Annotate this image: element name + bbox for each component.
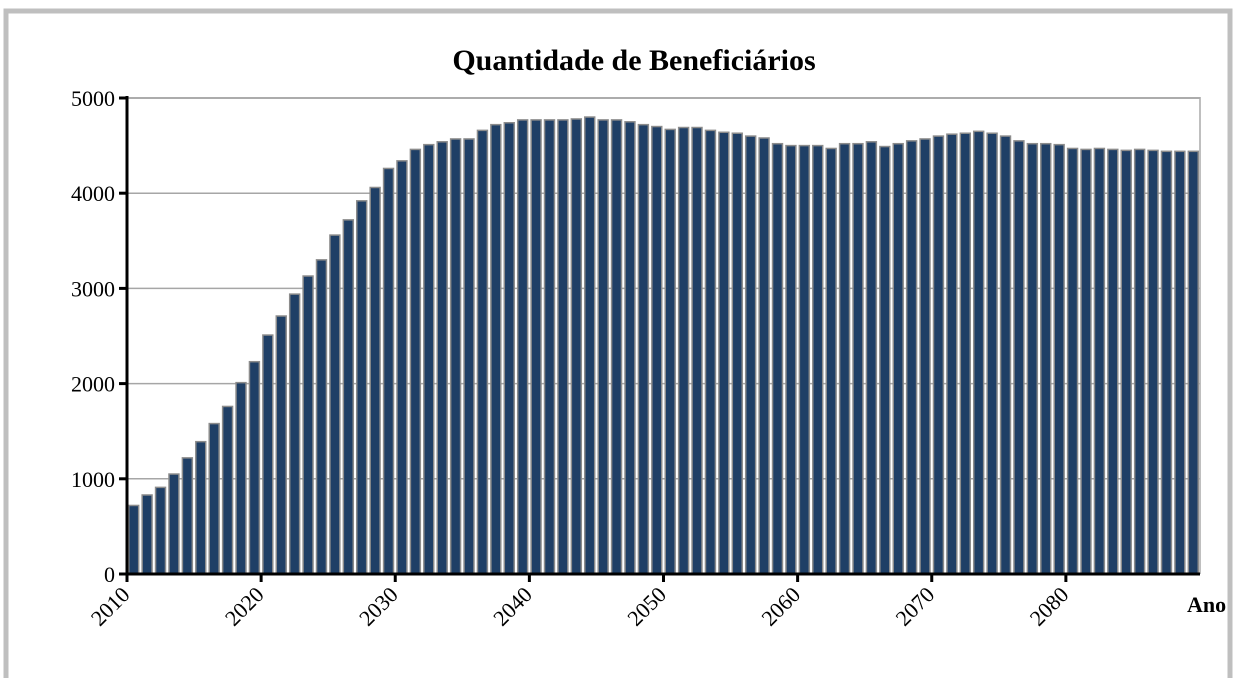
bar	[195, 440, 207, 575]
bar	[677, 126, 690, 575]
bar	[959, 132, 971, 575]
bar	[423, 143, 435, 575]
y-tick-label: 1000	[71, 467, 115, 492]
bar	[1133, 148, 1146, 575]
bar	[490, 123, 502, 575]
bar	[637, 123, 650, 575]
bar	[946, 133, 958, 575]
bar	[1120, 149, 1132, 575]
bar	[610, 119, 623, 575]
y-tick-label: 2000	[71, 372, 115, 397]
bar	[1080, 148, 1092, 575]
bar	[798, 144, 811, 575]
bar	[905, 140, 918, 575]
bar	[744, 135, 757, 575]
x-tick-label: 2010	[86, 582, 135, 631]
bar	[718, 131, 730, 575]
bar	[986, 132, 998, 575]
bar	[1053, 143, 1065, 575]
bar	[329, 234, 341, 575]
y-tick-label: 3000	[71, 276, 115, 301]
bar	[1066, 147, 1079, 575]
plot-border	[127, 97, 1201, 574]
bar	[127, 504, 140, 575]
bar	[449, 138, 462, 575]
bar	[825, 147, 837, 575]
bar	[141, 494, 153, 575]
bar	[356, 200, 368, 575]
x-axis-title: Ano	[1187, 592, 1226, 617]
bar	[785, 144, 797, 575]
bar	[235, 381, 247, 575]
bar	[1107, 148, 1119, 575]
x-tick-label: 2040	[488, 582, 537, 631]
bar	[248, 360, 261, 575]
bar	[1040, 142, 1052, 575]
bar	[530, 119, 542, 575]
y-tick-label: 0	[104, 562, 115, 587]
y-tick-label: 5000	[71, 86, 115, 111]
bar	[315, 259, 328, 575]
bar	[516, 119, 529, 575]
bar	[1174, 150, 1186, 575]
bar	[436, 141, 448, 575]
bar	[838, 142, 851, 575]
bar	[543, 119, 556, 575]
bar	[865, 141, 878, 575]
bar	[691, 126, 703, 575]
bar	[181, 457, 194, 575]
bar	[731, 132, 743, 575]
bar	[1026, 142, 1039, 575]
bar	[597, 119, 609, 575]
bar	[1013, 140, 1025, 575]
bar	[382, 167, 395, 575]
bar	[208, 422, 220, 575]
bar	[664, 128, 676, 575]
bar	[624, 121, 636, 575]
x-tick-label: 2070	[890, 582, 939, 631]
bar	[1187, 150, 1200, 575]
x-tick-label: 2030	[354, 582, 403, 631]
bar	[758, 137, 770, 575]
x-tick-label: 2060	[756, 582, 805, 631]
bar	[812, 144, 824, 575]
x-tick-label: 2080	[1025, 582, 1074, 631]
bar	[503, 122, 515, 575]
bar	[463, 138, 475, 575]
bar	[932, 135, 945, 575]
bar	[409, 148, 422, 575]
bar	[476, 129, 489, 575]
bar	[704, 129, 717, 575]
bar	[221, 405, 234, 575]
x-tick-label: 2020	[220, 582, 269, 631]
bar	[972, 130, 985, 575]
bar	[919, 138, 931, 575]
bar	[396, 160, 408, 575]
y-tick-label: 4000	[71, 181, 115, 206]
bar	[275, 315, 287, 575]
bar	[288, 293, 301, 575]
x-tick-label: 2050	[622, 582, 671, 631]
bar	[771, 142, 784, 575]
bar	[999, 135, 1012, 575]
bar	[892, 142, 904, 575]
bar	[342, 219, 355, 575]
bar	[1147, 149, 1159, 575]
bar	[262, 334, 274, 575]
bar	[1093, 147, 1106, 575]
bar	[369, 186, 381, 575]
bar	[879, 145, 891, 575]
bar	[1160, 150, 1173, 575]
bar	[852, 142, 864, 575]
bar	[168, 473, 180, 575]
bar	[154, 486, 167, 575]
chart-title: Quantidade de Beneficiários	[452, 44, 815, 77]
bar	[570, 118, 583, 575]
bar	[584, 116, 596, 575]
bar	[302, 275, 314, 575]
bar	[651, 125, 663, 575]
bar	[557, 119, 569, 575]
